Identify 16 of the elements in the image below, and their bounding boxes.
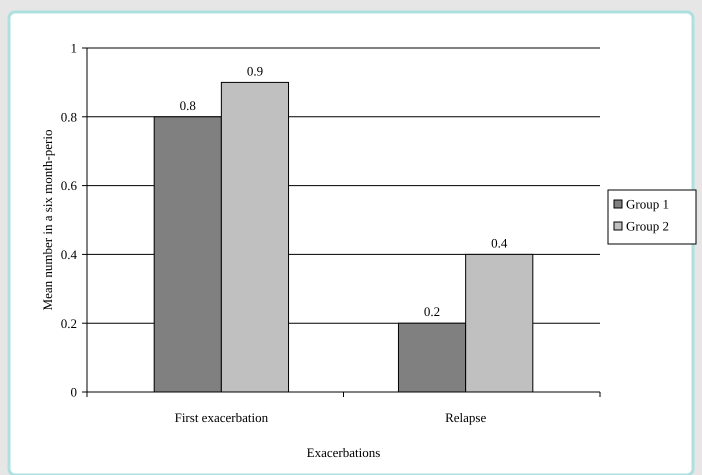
x-axis-title: Exacerbations <box>306 445 380 460</box>
data-label: 0.9 <box>246 63 264 78</box>
x-tick-label: Relapse <box>445 410 486 425</box>
y-tick-label: 0 <box>70 384 77 400</box>
legend-label: Group 2 <box>626 218 669 234</box>
y-tick-label: 1 <box>70 40 77 56</box>
y-axis-title: Mean number in a six month-perio <box>40 130 55 310</box>
y-tick-label: 0.2 <box>60 316 77 331</box>
legend-label: Group 1 <box>626 196 669 212</box>
x-tick-label: First exacerbation <box>174 410 269 425</box>
data-label: 0.8 <box>180 98 196 113</box>
data-label: 0.2 <box>424 304 440 320</box>
y-tick-label: 0.8 <box>60 109 77 124</box>
data-label: 0.4 <box>491 235 508 250</box>
y-tick-label: 0.6 <box>60 178 78 194</box>
y-tick-label: 0.4 <box>60 246 78 262</box>
